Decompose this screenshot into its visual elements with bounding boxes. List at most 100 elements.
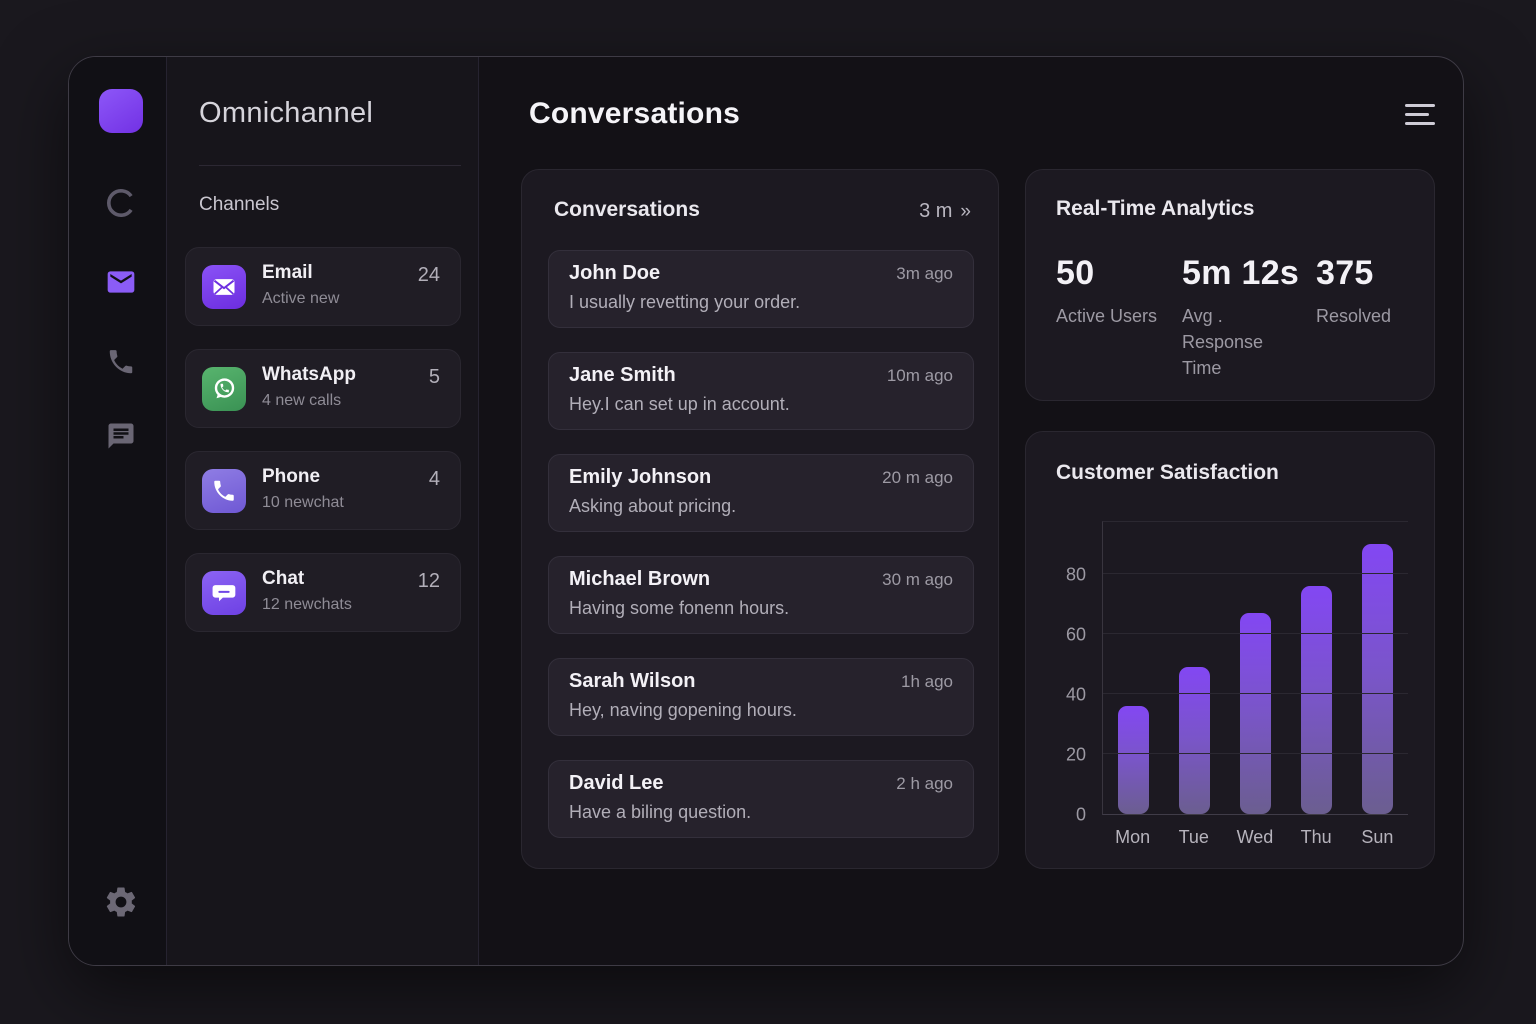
contact-name: Emily Johnson: [569, 466, 712, 488]
email-icon: [202, 265, 246, 309]
bar-thu: [1301, 586, 1332, 814]
hamburger-menu-icon[interactable]: [1405, 104, 1435, 126]
conversations-card-title: Conversations: [554, 198, 700, 221]
stat-label: Resolved: [1316, 306, 1392, 326]
conversation-item[interactable]: John Doe 3m ago I usually revetting your…: [548, 250, 974, 328]
x-axis-tick-label: Thu: [1300, 827, 1332, 847]
gridline: [1103, 693, 1408, 694]
message-preview: Asking about pricing.: [569, 496, 737, 516]
phone-icon: [202, 469, 246, 513]
gridline: [1103, 573, 1408, 574]
channel-subtitle: Active new: [262, 290, 340, 307]
channel-name: Email: [262, 262, 313, 283]
satisfaction-card-title: Customer Satisfaction: [1056, 461, 1279, 484]
contact-name: David Lee: [569, 772, 664, 794]
conversation-item[interactable]: Emily Johnson 20 m ago Asking about pric…: [548, 454, 974, 532]
loader-c-icon[interactable]: [102, 184, 140, 222]
bars: [1103, 522, 1408, 814]
gridline: [1103, 633, 1408, 634]
y-axis-tick-label: 40: [1065, 684, 1086, 705]
x-axis-tick-label: Wed: [1236, 827, 1274, 847]
message-time: 3m ago: [896, 264, 953, 283]
message-preview: Hey.I can set up in account.: [569, 394, 790, 414]
channel-subtitle: 10 newchat: [262, 494, 344, 511]
channel-item-chat[interactable]: Chat 12 newchats 12: [185, 553, 461, 632]
y-axis-tick-label: 80: [1065, 564, 1086, 585]
analytics-card-title: Real-Time Analytics: [1056, 197, 1255, 220]
message-time: 10m ago: [886, 366, 953, 385]
message-preview: Having some fonenn hours.: [569, 598, 790, 618]
contact-name: Sarah Wilson: [569, 670, 696, 692]
stat-value: 375: [1316, 254, 1374, 292]
channel-item-phone[interactable]: Phone 10 newchat 4: [185, 451, 461, 530]
bar-mon: [1118, 706, 1149, 814]
stat-active-users: 50 Active Users: [1056, 254, 1182, 381]
email-icon: [107, 271, 135, 293]
conversations-meta: 3 m: [919, 200, 953, 222]
y-axis-tick-label: 60: [1065, 624, 1086, 645]
stat-value: 50: [1056, 254, 1095, 292]
channel-name: WhatsApp: [262, 364, 356, 385]
contact-name: John Doe: [569, 262, 661, 284]
message-time: 20 m ago: [882, 468, 953, 487]
y-axis-tick-label: 20: [1065, 744, 1086, 765]
app-window: Omnichannel Channels Email Active new 24: [68, 56, 1464, 966]
bar-sun: [1362, 544, 1393, 814]
stat-label: Avg . Response Time: [1182, 306, 1264, 379]
x-axis-tick-label: Mon: [1115, 827, 1151, 847]
y-axis-tick-label: 0: [1075, 804, 1086, 825]
channel-count-badge: 5: [428, 366, 440, 388]
x-axis-tick-label: Sun: [1361, 827, 1394, 847]
settings-gear-icon[interactable]: [102, 883, 140, 921]
app-logo: [99, 89, 143, 133]
chat-icon: [202, 571, 246, 615]
conversation-item[interactable]: Sarah Wilson 1h ago Hey, naving gopening…: [548, 658, 974, 736]
icon-rail: [69, 57, 167, 965]
customer-satisfaction-card: Customer Satisfaction 0 20 40 60 80 Mon Tue We…: [1025, 431, 1435, 869]
channel-subtitle: 4 new calls: [262, 392, 342, 409]
message-time: 1h ago: [901, 672, 953, 691]
loader-c-icon: [107, 188, 133, 218]
conversation-item[interactable]: David Lee 2 h ago Have a biling question…: [548, 760, 974, 838]
chat-icon: [108, 423, 134, 449]
channel-count-badge: 24: [417, 264, 440, 286]
sidebar-divider: [199, 165, 461, 166]
message-time: 30 m ago: [882, 570, 953, 589]
y-axis-labels: 0 20 40 60 80: [1046, 521, 1094, 825]
page-title: Conversations: [529, 97, 740, 130]
stat-value: 5m 12s: [1182, 254, 1300, 292]
contact-name: Michael Brown: [569, 568, 711, 590]
bar-tue: [1179, 667, 1210, 814]
conversations-card: Conversations 3 m » John Doe 3m ago I usu…: [521, 169, 999, 869]
sidebar-title: Omnichannel: [199, 97, 374, 129]
phone-rail-icon[interactable]: [102, 343, 140, 381]
sidebar: Omnichannel Channels Email Active new 24: [167, 57, 479, 965]
phone-icon: [109, 350, 133, 374]
channel-item-whatsapp[interactable]: WhatsApp 4 new calls 5: [185, 349, 461, 428]
satisfaction-chart: 0 20 40 60 80 Mon Tue Wed Thu Sun: [1046, 521, 1408, 855]
contact-name: Jane Smith: [569, 364, 676, 386]
stat-label: Active Users: [1056, 306, 1158, 326]
chat-rail-icon[interactable]: [102, 417, 140, 455]
channel-count-badge: 4: [428, 468, 440, 490]
email-rail-icon[interactable]: [102, 263, 140, 301]
gridline: [1103, 753, 1408, 754]
gear-icon: [106, 887, 136, 917]
x-axis-labels: Mon Tue Wed Thu Sun: [1102, 827, 1408, 848]
stat-avg-response-time: 5m 12s Avg . Response Time: [1182, 254, 1316, 381]
message-preview: Have a biling question.: [569, 802, 752, 822]
double-chevron-icon: »: [960, 201, 971, 222]
conversation-item[interactable]: Jane Smith 10m ago Hey.I can set up in a…: [548, 352, 974, 430]
conversation-list: John Doe 3m ago I usually revetting your…: [548, 250, 974, 862]
x-axis-tick-label: Tue: [1178, 827, 1209, 847]
whatsapp-icon: [202, 367, 246, 411]
message-preview: I usually revetting your order.: [569, 292, 801, 312]
conversation-item[interactable]: Michael Brown 30 m ago Having some fonen…: [548, 556, 974, 634]
channel-item-email[interactable]: Email Active new 24: [185, 247, 461, 326]
satisfaction-plot: [1102, 521, 1408, 815]
realtime-analytics-card: Real-Time Analytics 50 Active Users 5m 1…: [1025, 169, 1435, 401]
channel-subtitle: 12 newchats: [262, 596, 352, 613]
conversations-expand-control[interactable]: 3 m »: [919, 200, 971, 223]
message-time: 2 h ago: [896, 774, 953, 793]
stat-resolved: 375 Resolved: [1316, 254, 1391, 381]
